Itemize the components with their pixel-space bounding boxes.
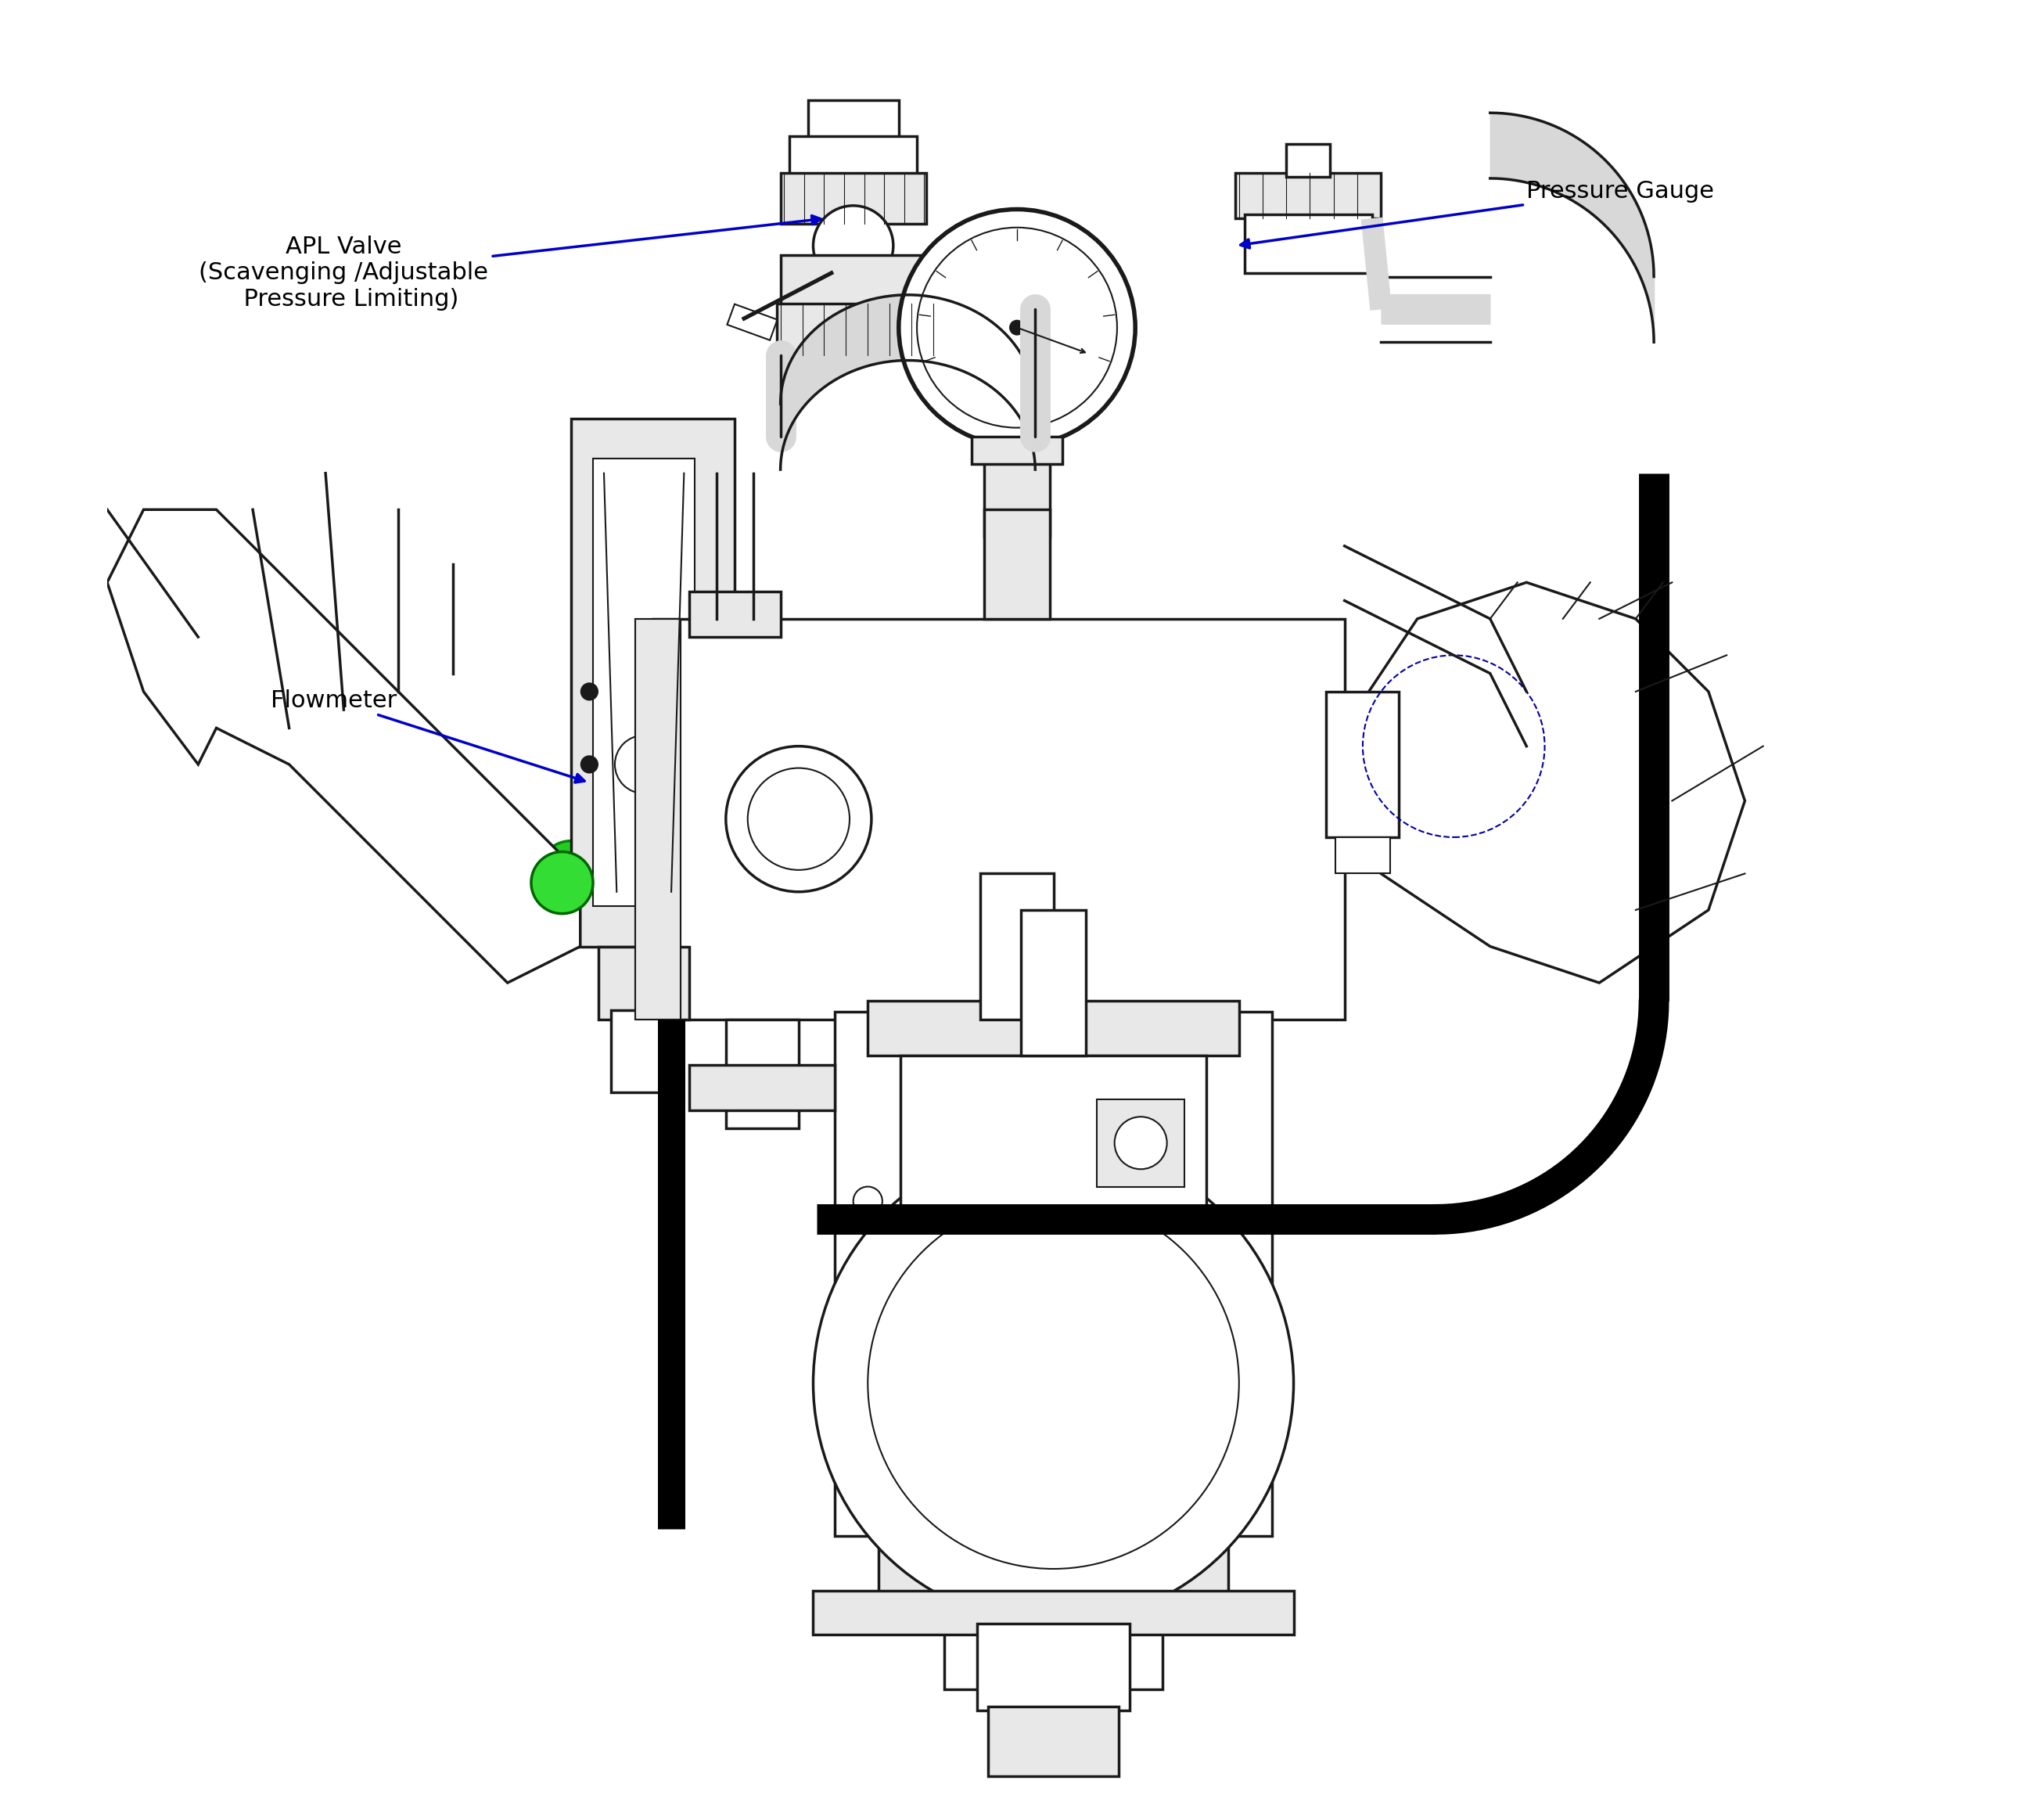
Bar bbox=[572, 419, 734, 946]
Circle shape bbox=[614, 735, 673, 794]
Bar bbox=[984, 446, 1050, 537]
Bar bbox=[612, 1010, 677, 1092]
Text: Flowmeter: Flowmeter bbox=[271, 690, 584, 783]
Bar bbox=[653, 619, 1344, 1019]
Circle shape bbox=[814, 1143, 1294, 1623]
Bar bbox=[1245, 215, 1371, 273]
Circle shape bbox=[580, 682, 598, 701]
Circle shape bbox=[539, 841, 604, 906]
Bar bbox=[972, 437, 1062, 464]
Text: Pressure Gauge: Pressure Gauge bbox=[1241, 180, 1715, 248]
Bar bbox=[976, 1623, 1129, 1711]
Bar bbox=[726, 304, 777, 340]
Circle shape bbox=[852, 1332, 883, 1361]
Bar bbox=[590, 455, 698, 910]
Bar bbox=[690, 592, 781, 637]
Bar bbox=[984, 510, 1050, 619]
Circle shape bbox=[1009, 320, 1025, 335]
Bar bbox=[635, 619, 679, 1019]
Bar bbox=[789, 136, 917, 177]
Bar bbox=[594, 459, 696, 906]
Bar bbox=[690, 1065, 836, 1110]
Bar bbox=[1235, 173, 1381, 218]
Bar bbox=[635, 619, 679, 1019]
Circle shape bbox=[869, 1198, 1239, 1569]
Bar bbox=[598, 946, 690, 1019]
Circle shape bbox=[917, 228, 1117, 428]
PathPatch shape bbox=[1344, 582, 1745, 983]
Circle shape bbox=[580, 755, 598, 774]
Bar bbox=[869, 1001, 1239, 1056]
Circle shape bbox=[1115, 1117, 1168, 1168]
Bar bbox=[726, 1019, 799, 1128]
PathPatch shape bbox=[108, 510, 580, 983]
Bar bbox=[901, 1056, 1206, 1208]
Bar bbox=[836, 1012, 1271, 1536]
Bar bbox=[1096, 1099, 1184, 1187]
Text: APL Valve
(Scavenging /Adjustable
  Pressure Limiting): APL Valve (Scavenging /Adjustable Pressu… bbox=[199, 215, 822, 311]
Bar bbox=[777, 304, 930, 355]
Bar bbox=[980, 874, 1054, 1019]
Circle shape bbox=[726, 746, 871, 892]
Bar bbox=[879, 1536, 1229, 1602]
Bar bbox=[1021, 910, 1086, 1056]
Circle shape bbox=[899, 209, 1135, 446]
Circle shape bbox=[1145, 1310, 1202, 1369]
Circle shape bbox=[531, 852, 594, 914]
Bar bbox=[781, 173, 925, 224]
Circle shape bbox=[852, 1187, 883, 1216]
Bar bbox=[944, 1602, 1163, 1689]
Bar bbox=[814, 1591, 1294, 1634]
Bar bbox=[1336, 837, 1389, 874]
Bar bbox=[781, 255, 925, 309]
Bar bbox=[1285, 144, 1330, 177]
Circle shape bbox=[814, 206, 893, 286]
Bar bbox=[1326, 692, 1399, 837]
Bar bbox=[989, 1707, 1119, 1776]
Bar bbox=[807, 100, 899, 146]
Circle shape bbox=[749, 768, 850, 870]
